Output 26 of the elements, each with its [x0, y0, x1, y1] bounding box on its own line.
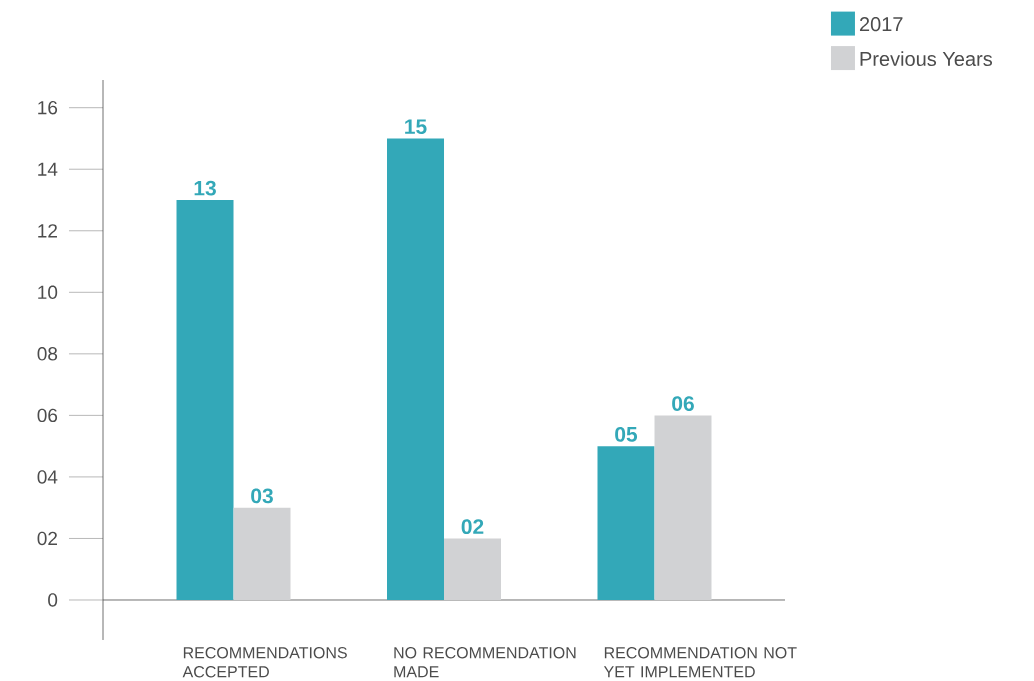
x-tick-label: RECOMMENDATION NOT YET IMPLEMENTED	[603, 647, 797, 678]
y-tick-label: 08	[37, 347, 58, 361]
bar	[233, 507, 291, 600]
y-tick-label: 10	[38, 285, 58, 300]
y-tick-label: 14	[38, 162, 58, 176]
bar	[387, 138, 445, 600]
y-tick-label: 04	[37, 470, 58, 484]
legend-label: Previous Years	[860, 51, 993, 67]
data-label: 03	[251, 488, 273, 504]
y-tick-label: 06	[37, 408, 58, 423]
bar	[444, 538, 501, 600]
bar	[654, 415, 712, 600]
bar	[176, 200, 234, 600]
y-tick-label: 02	[37, 531, 57, 546]
y-tick-label: 16	[38, 100, 58, 115]
y-tick-label: 0	[48, 593, 58, 607]
data-label: 05	[615, 426, 638, 442]
y-tick-label: 12	[38, 224, 57, 238]
data-label: 15	[405, 119, 427, 135]
legend-label: 2017	[859, 17, 903, 32]
x-tick-label: NO RECOMMENDATION MADE	[394, 647, 576, 678]
bar	[597, 446, 655, 600]
x-tick-label: RECOMMENDATIONS ACCEPTED	[182, 647, 347, 678]
data-label: 06	[672, 396, 694, 411]
data-label: 02	[461, 519, 484, 535]
data-label: 13	[194, 180, 216, 196]
